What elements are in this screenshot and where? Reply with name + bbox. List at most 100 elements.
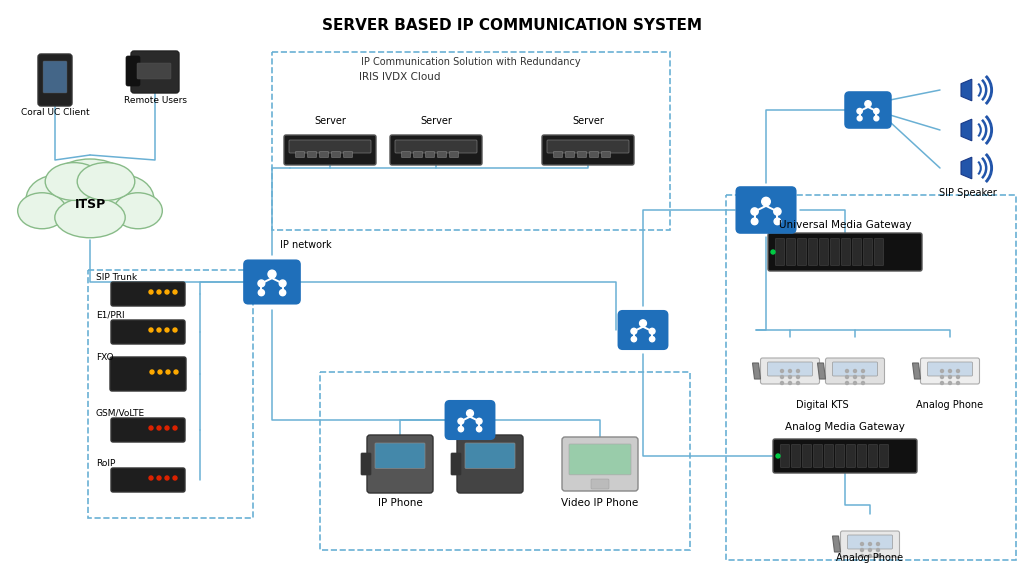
Circle shape <box>774 208 781 215</box>
Polygon shape <box>961 79 972 101</box>
Circle shape <box>174 370 178 374</box>
FancyBboxPatch shape <box>825 358 885 384</box>
FancyBboxPatch shape <box>880 445 889 468</box>
Circle shape <box>165 476 169 480</box>
Circle shape <box>173 328 177 332</box>
Text: IP Communication Solution with Redundancy: IP Communication Solution with Redundanc… <box>361 57 581 67</box>
Circle shape <box>458 418 464 424</box>
Bar <box>272 52 670 230</box>
Circle shape <box>649 328 655 334</box>
Circle shape <box>956 381 959 385</box>
Circle shape <box>857 116 862 121</box>
Text: SIP Speaker: SIP Speaker <box>939 188 997 198</box>
Circle shape <box>861 369 864 373</box>
Text: Coral UC Client: Coral UC Client <box>20 108 89 117</box>
Circle shape <box>956 369 959 373</box>
Circle shape <box>157 328 161 332</box>
FancyBboxPatch shape <box>319 151 329 157</box>
Ellipse shape <box>90 175 154 224</box>
Circle shape <box>868 543 871 545</box>
Circle shape <box>940 376 943 378</box>
FancyBboxPatch shape <box>874 238 884 266</box>
Polygon shape <box>753 363 761 379</box>
FancyBboxPatch shape <box>367 435 433 493</box>
Circle shape <box>861 376 864 378</box>
Circle shape <box>860 543 863 545</box>
FancyBboxPatch shape <box>819 238 828 266</box>
Text: IP Phone: IP Phone <box>378 498 422 508</box>
FancyBboxPatch shape <box>836 445 845 468</box>
FancyBboxPatch shape <box>111 418 185 442</box>
FancyBboxPatch shape <box>450 151 459 157</box>
FancyBboxPatch shape <box>426 151 434 157</box>
Text: FXO: FXO <box>96 353 114 362</box>
Circle shape <box>846 369 849 373</box>
Text: Server: Server <box>420 116 452 126</box>
Polygon shape <box>833 536 841 552</box>
Text: Video IP Phone: Video IP Phone <box>561 498 639 508</box>
FancyBboxPatch shape <box>921 358 980 384</box>
Circle shape <box>771 250 775 254</box>
Circle shape <box>459 426 464 432</box>
FancyBboxPatch shape <box>131 51 179 93</box>
Circle shape <box>166 370 170 374</box>
FancyBboxPatch shape <box>833 362 878 376</box>
FancyBboxPatch shape <box>569 444 631 475</box>
Text: SIP Trunk: SIP Trunk <box>96 273 137 282</box>
Circle shape <box>258 290 264 295</box>
Circle shape <box>873 116 879 121</box>
Text: ITSP: ITSP <box>75 199 105 211</box>
FancyBboxPatch shape <box>547 140 629 153</box>
Circle shape <box>948 376 951 378</box>
FancyBboxPatch shape <box>395 140 477 153</box>
Circle shape <box>751 208 758 215</box>
Bar <box>726 195 1016 560</box>
Circle shape <box>157 476 161 480</box>
FancyBboxPatch shape <box>773 439 918 473</box>
FancyBboxPatch shape <box>780 445 790 468</box>
FancyBboxPatch shape <box>813 445 822 468</box>
FancyBboxPatch shape <box>775 238 784 266</box>
Ellipse shape <box>55 197 125 238</box>
Circle shape <box>150 426 153 430</box>
Circle shape <box>476 426 481 432</box>
FancyBboxPatch shape <box>601 151 610 157</box>
Circle shape <box>649 336 654 342</box>
FancyBboxPatch shape <box>768 362 812 376</box>
Circle shape <box>150 476 153 480</box>
FancyBboxPatch shape <box>841 531 899 557</box>
Circle shape <box>797 369 800 373</box>
Text: RoIP: RoIP <box>96 459 116 468</box>
FancyBboxPatch shape <box>542 135 634 165</box>
Ellipse shape <box>114 193 163 229</box>
Circle shape <box>173 426 177 430</box>
Circle shape <box>150 370 154 374</box>
Circle shape <box>150 290 153 294</box>
Circle shape <box>280 290 286 295</box>
Circle shape <box>258 280 265 287</box>
Circle shape <box>640 320 646 327</box>
Circle shape <box>165 426 169 430</box>
FancyBboxPatch shape <box>111 320 185 344</box>
Text: E1/PRI: E1/PRI <box>96 311 125 320</box>
Circle shape <box>280 280 286 287</box>
FancyBboxPatch shape <box>824 445 834 468</box>
FancyBboxPatch shape <box>284 135 376 165</box>
Ellipse shape <box>17 193 67 229</box>
Text: IP network: IP network <box>280 240 332 250</box>
FancyBboxPatch shape <box>857 445 866 468</box>
Circle shape <box>797 381 800 385</box>
Circle shape <box>173 476 177 480</box>
FancyBboxPatch shape <box>578 151 587 157</box>
Circle shape <box>846 376 849 378</box>
FancyBboxPatch shape <box>830 238 840 266</box>
Circle shape <box>762 198 770 206</box>
Circle shape <box>631 336 637 342</box>
Circle shape <box>853 376 856 378</box>
FancyBboxPatch shape <box>768 233 922 271</box>
FancyBboxPatch shape <box>554 151 562 157</box>
Text: GSM/VoLTE: GSM/VoLTE <box>96 409 145 418</box>
Text: Server: Server <box>314 116 346 126</box>
Text: IRIS IVDX Cloud: IRIS IVDX Cloud <box>359 72 440 82</box>
FancyBboxPatch shape <box>289 140 371 153</box>
